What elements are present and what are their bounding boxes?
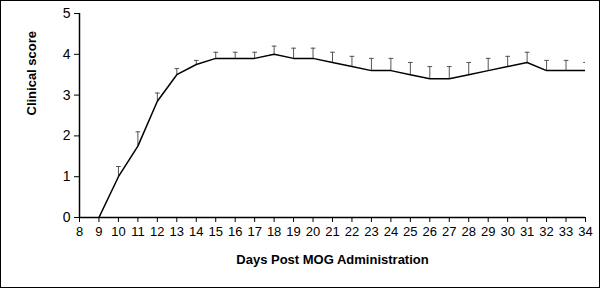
- svg-text:8: 8: [76, 224, 83, 239]
- svg-text:17: 17: [247, 224, 261, 239]
- svg-text:24: 24: [384, 224, 398, 239]
- svg-text:30: 30: [500, 224, 514, 239]
- svg-text:1: 1: [63, 168, 71, 184]
- svg-text:0: 0: [63, 209, 71, 225]
- svg-text:3: 3: [63, 87, 71, 103]
- svg-text:14: 14: [189, 224, 203, 239]
- svg-text:10: 10: [111, 224, 125, 239]
- svg-text:33: 33: [559, 224, 573, 239]
- svg-text:4: 4: [63, 46, 71, 62]
- svg-text:Days Post MOG Administration: Days Post MOG Administration: [236, 252, 428, 267]
- svg-text:15: 15: [208, 224, 222, 239]
- svg-text:11: 11: [131, 224, 145, 239]
- svg-text:32: 32: [539, 224, 553, 239]
- svg-text:23: 23: [364, 224, 378, 239]
- svg-text:Clinical score: Clinical score: [24, 31, 39, 116]
- svg-text:26: 26: [423, 224, 437, 239]
- svg-text:34: 34: [578, 224, 592, 239]
- svg-text:18: 18: [267, 224, 281, 239]
- svg-text:9: 9: [95, 224, 102, 239]
- svg-text:20: 20: [306, 224, 320, 239]
- svg-text:21: 21: [325, 224, 339, 239]
- svg-text:16: 16: [228, 224, 242, 239]
- svg-text:22: 22: [345, 224, 359, 239]
- svg-text:28: 28: [461, 224, 475, 239]
- svg-text:29: 29: [481, 224, 495, 239]
- svg-text:27: 27: [442, 224, 456, 239]
- svg-text:31: 31: [520, 224, 534, 239]
- svg-text:25: 25: [403, 224, 417, 239]
- svg-text:13: 13: [170, 224, 184, 239]
- svg-text:5: 5: [63, 5, 71, 21]
- svg-text:2: 2: [63, 127, 71, 143]
- svg-text:19: 19: [286, 224, 300, 239]
- svg-text:12: 12: [150, 224, 164, 239]
